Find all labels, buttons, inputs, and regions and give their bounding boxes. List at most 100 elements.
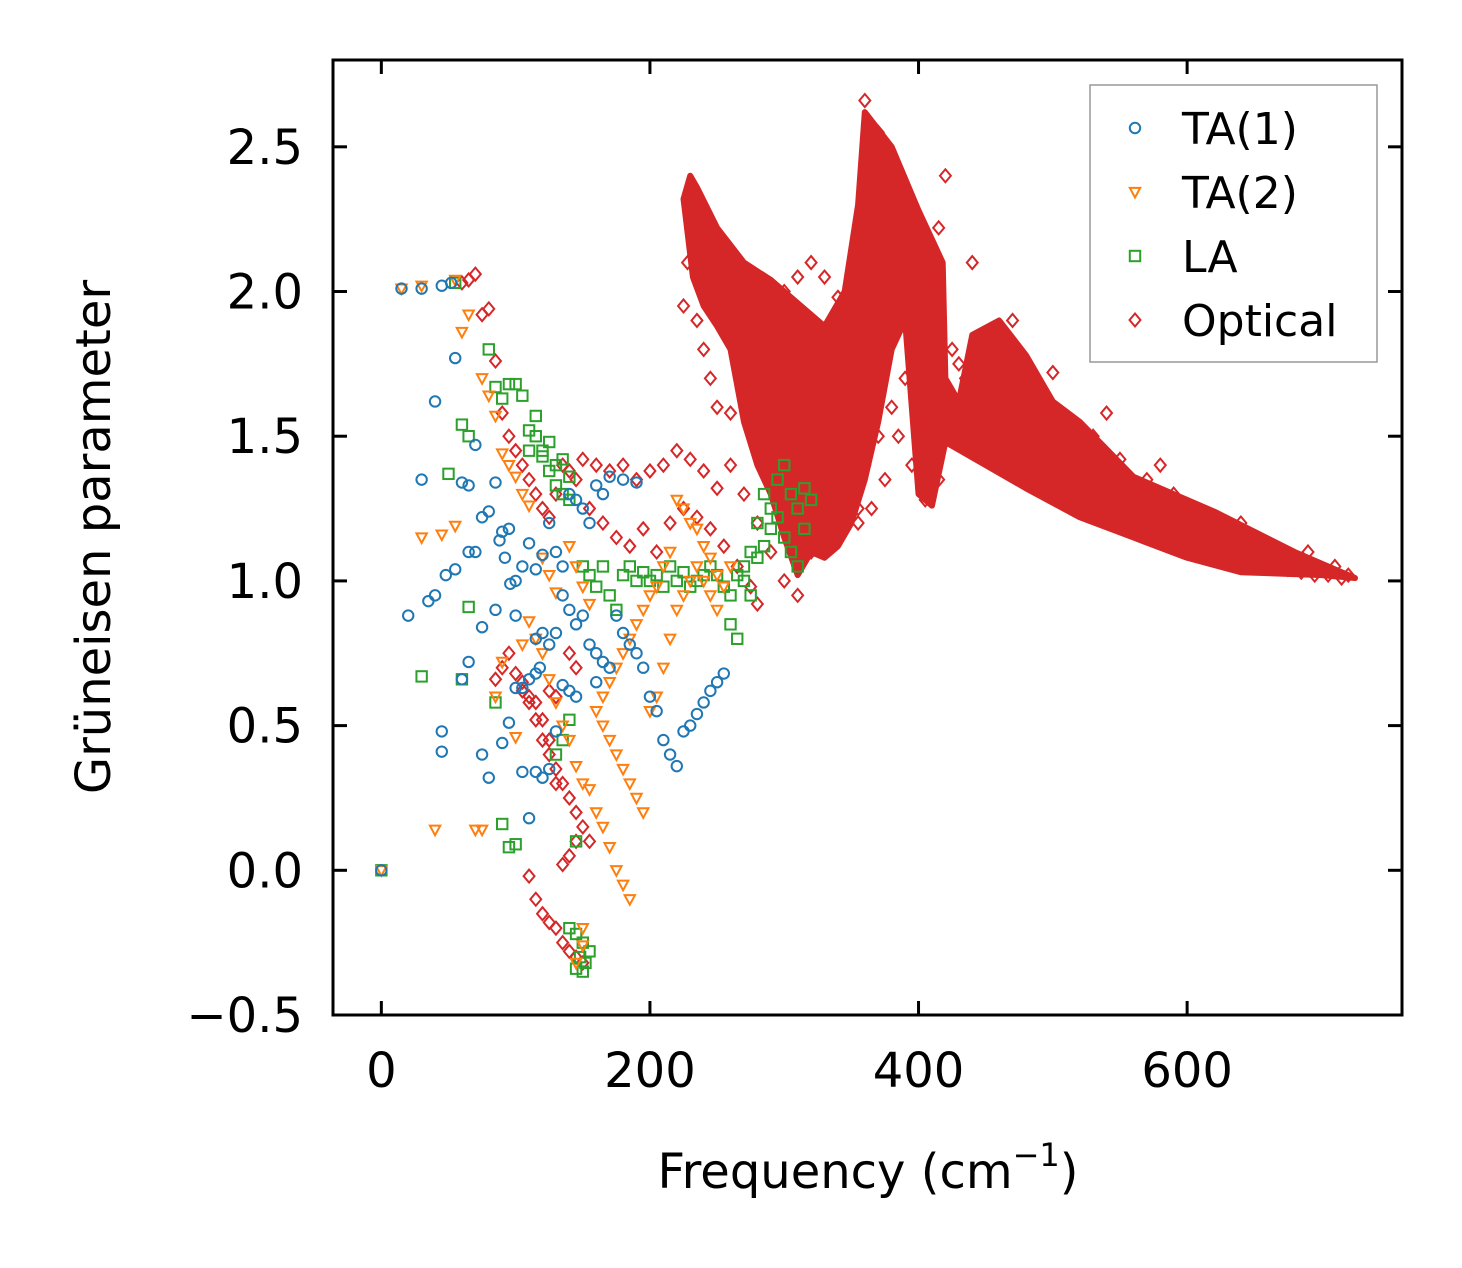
data-point — [931, 219, 946, 236]
data-point — [508, 442, 523, 459]
data-point — [504, 577, 517, 591]
data-point — [717, 538, 731, 555]
data-point — [468, 824, 483, 838]
data-point — [482, 343, 495, 356]
data-point — [1281, 561, 1295, 578]
data-point — [442, 467, 455, 481]
data-point — [636, 520, 650, 537]
data-point — [657, 580, 670, 593]
data-point — [481, 390, 496, 404]
data-point — [434, 529, 449, 543]
data-point — [563, 713, 576, 727]
data-point — [1025, 428, 1040, 445]
data-point — [422, 594, 435, 608]
data-point — [1079, 486, 1094, 503]
data-point — [1093, 457, 1107, 474]
data-point — [884, 399, 899, 416]
data-point — [569, 957, 583, 971]
data-point — [542, 569, 557, 583]
data-point — [1321, 567, 1335, 584]
data-point — [636, 807, 651, 820]
data-point — [1046, 364, 1060, 381]
data-point — [529, 563, 542, 576]
data-point — [596, 514, 610, 532]
data-point — [549, 479, 563, 492]
data-point — [1153, 457, 1168, 474]
legend-label: TA(1) — [1181, 104, 1298, 155]
data-point — [449, 563, 462, 576]
data-point — [489, 696, 502, 709]
data-point — [562, 645, 577, 662]
data-point — [750, 297, 765, 315]
data-point — [878, 471, 892, 488]
data-point — [582, 500, 597, 517]
data-point — [918, 240, 933, 257]
data-point — [871, 124, 886, 141]
data-point — [590, 647, 603, 660]
data-point — [542, 746, 556, 763]
data-point — [717, 667, 731, 680]
data-point — [905, 211, 919, 228]
data-point — [764, 543, 778, 561]
data-point — [790, 558, 805, 575]
data-point — [502, 377, 516, 391]
data-point — [589, 705, 604, 719]
data-point — [778, 531, 791, 544]
data-point — [864, 167, 879, 184]
data-point — [1294, 564, 1309, 581]
data-point — [576, 451, 590, 468]
data-point — [455, 476, 469, 489]
tick-layer: 0 200 400 600 −0.5 0.0 0.5 1.0 1.5 2.0 2.5 — [186, 60, 1402, 1099]
axes-frame — [331, 58, 1404, 1017]
data-point — [878, 153, 892, 170]
legend-label: TA(2) — [1181, 168, 1298, 219]
data-point — [985, 326, 1000, 343]
data-point — [798, 482, 811, 495]
data-point — [569, 659, 583, 676]
data-point — [414, 532, 429, 546]
data-point — [670, 759, 683, 773]
data-point — [488, 671, 503, 688]
data-point — [629, 619, 644, 632]
data-point — [522, 537, 536, 550]
data-point — [1099, 405, 1114, 422]
data-point — [549, 697, 563, 711]
y-tick-label: 2.5 — [227, 120, 303, 176]
data-point — [562, 462, 577, 479]
data-point — [1334, 569, 1349, 587]
data-point — [952, 428, 966, 445]
data-point — [414, 280, 429, 294]
legend-entry: Optical — [1128, 296, 1337, 347]
data-point — [817, 268, 832, 286]
data-point — [609, 865, 624, 878]
data-point — [475, 748, 489, 761]
data-point — [488, 691, 503, 705]
data-point — [844, 268, 859, 286]
data-point — [1052, 457, 1067, 474]
data-point — [656, 662, 671, 676]
data-point — [582, 784, 597, 797]
data-point — [1119, 486, 1134, 503]
data-point — [596, 691, 610, 705]
data-point — [602, 462, 617, 479]
data-point — [563, 603, 576, 617]
data-point — [778, 458, 791, 472]
data-point — [871, 355, 886, 372]
data-point — [493, 534, 506, 547]
data-point — [1328, 558, 1342, 575]
x-tick-label: 0 — [366, 1043, 397, 1099]
data-point — [757, 487, 771, 501]
data-point — [462, 430, 475, 443]
data-point — [1220, 529, 1235, 546]
data-point — [536, 450, 549, 463]
data-point — [549, 626, 563, 640]
data-point — [576, 965, 589, 978]
data-point — [643, 705, 657, 719]
data-point — [1341, 567, 1356, 584]
data-point — [522, 812, 536, 825]
data-point — [496, 392, 509, 405]
data-point — [562, 734, 577, 748]
data-point — [482, 505, 495, 518]
data-point — [972, 341, 986, 358]
